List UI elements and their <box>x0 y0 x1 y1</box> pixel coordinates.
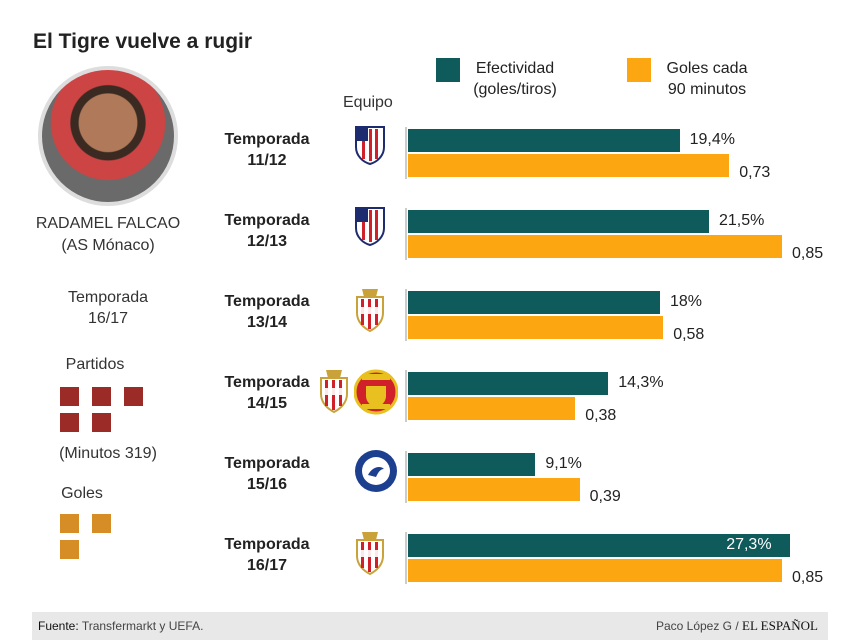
category-label: Temporada 15/16 <box>212 453 322 495</box>
category-axis-line <box>405 208 407 260</box>
chelsea-logo-icon <box>354 449 398 498</box>
category-axis-line <box>405 532 407 584</box>
bar-goles-90 <box>408 316 664 339</box>
data-label-efectividad: 9,1% <box>545 455 582 472</box>
data-label-efectividad: 19,4% <box>689 131 735 148</box>
legend-swatch-efectividad <box>436 58 460 82</box>
legend-goles: Goles cada 90 minutos <box>666 60 748 98</box>
category-label-line: Temporada <box>224 455 310 472</box>
atletico-madrid-logo-icon <box>354 125 386 170</box>
category-label: Temporada 14/15 <box>212 372 322 414</box>
category-label-line: 16/17 <box>246 557 288 574</box>
goles-label: Goles <box>61 485 103 502</box>
bar-goles-90 <box>408 397 576 420</box>
category-label-line: Temporada <box>224 536 310 553</box>
atletico-madrid-logo-icon <box>354 206 386 251</box>
data-label-efectividad: 14,3% <box>618 374 664 391</box>
category-label-line: Temporada <box>224 212 310 229</box>
data-label-efectividad: 27,3% <box>726 536 772 553</box>
category-label-line: 13/14 <box>246 314 288 331</box>
category-label-line: Temporada <box>224 374 310 391</box>
bar-efectividad <box>408 453 536 476</box>
bar-efectividad <box>408 210 709 233</box>
bar-efectividad <box>408 291 660 314</box>
data-label-goles: 0,58 <box>673 326 705 343</box>
category-axis-line <box>405 289 407 341</box>
source-label: Fuente: <box>38 619 79 633</box>
gol-square <box>60 540 79 559</box>
bar-goles-90 <box>408 559 782 582</box>
bar-efectividad <box>408 534 791 557</box>
category-axis-line <box>405 451 407 503</box>
data-label-goles: 0,85 <box>792 245 824 262</box>
category-label-line: 15/16 <box>246 476 288 493</box>
partido-square <box>124 387 143 406</box>
player-season: 16/17 <box>87 310 129 327</box>
bar-goles-90 <box>408 235 782 258</box>
footer: Fuente: Transfermarkt y UEFA. Paco López… <box>32 612 828 640</box>
player-club: (AS Mónaco) <box>61 237 155 254</box>
category-label: Temporada 16/17 <box>212 534 322 576</box>
data-label-goles: 0,73 <box>739 164 771 181</box>
data-label-goles: 0,39 <box>589 488 621 505</box>
partido-square <box>92 413 111 432</box>
player-photo <box>38 66 178 206</box>
player-season-label: Temporada <box>67 289 149 306</box>
data-label-goles: 0,38 <box>585 407 617 424</box>
category-axis-line <box>405 370 407 422</box>
category-label-line: 14/15 <box>246 395 288 412</box>
category-label-line: 11/12 <box>247 152 287 169</box>
equipo-header: Equipo <box>343 94 393 111</box>
bar-goles-90 <box>408 478 580 501</box>
category-axis-line <box>405 127 407 179</box>
source-text: Transfermarkt y UEFA. <box>81 619 204 633</box>
bar-efectividad <box>408 372 609 395</box>
category-label-line: Temporada <box>224 131 310 148</box>
as-monaco-logo-icon <box>318 368 350 419</box>
gol-square <box>92 514 111 533</box>
category-label: Temporada 11/12 <box>212 129 322 171</box>
manchester-united-logo-icon <box>353 368 399 421</box>
minutos-text: (Minutos 319) <box>59 445 157 462</box>
gol-square <box>60 514 79 533</box>
partido-square <box>92 387 111 406</box>
category-label: Temporada 13/14 <box>212 291 322 333</box>
player-name: RADAMEL FALCAO <box>35 215 181 232</box>
partidos-label: Partidos <box>65 356 125 373</box>
as-monaco-logo-icon <box>354 287 386 338</box>
brand-logo: EL ESPAÑOL <box>742 618 818 633</box>
category-label-line: Temporada <box>224 293 310 310</box>
legend-efectividad: Efectividad (goles/tiros) <box>473 60 557 98</box>
data-label-efectividad: 21,5% <box>719 212 765 229</box>
category-label-line: 12/13 <box>246 233 288 250</box>
legend-swatch-goles <box>627 58 651 82</box>
partido-square <box>60 387 79 406</box>
partido-square <box>60 413 79 432</box>
as-monaco-logo-icon <box>354 530 386 581</box>
bar-efectividad <box>408 129 680 152</box>
data-label-efectividad: 18% <box>670 293 703 310</box>
chart-title: El Tigre vuelve a rugir <box>33 30 253 53</box>
credit: Paco López G / <box>655 619 739 633</box>
data-label-goles: 0,85 <box>792 569 824 586</box>
bar-goles-90 <box>408 154 730 177</box>
category-label: Temporada 12/13 <box>212 210 322 252</box>
